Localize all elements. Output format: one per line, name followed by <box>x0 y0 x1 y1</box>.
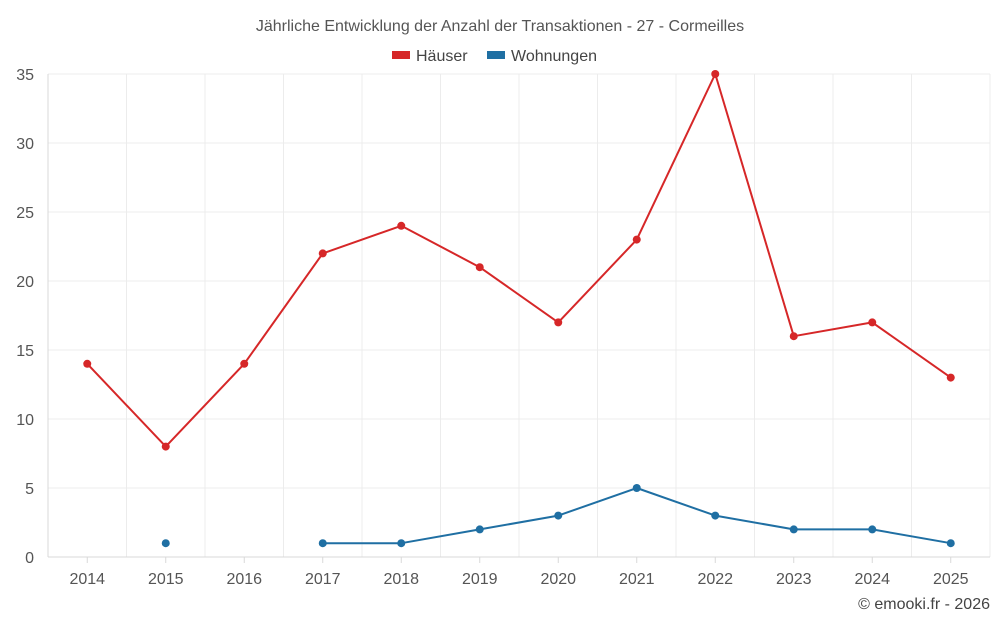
y-tick-label-25: 25 <box>16 205 34 222</box>
credit-text: © emooki.fr - 2026 <box>858 596 990 613</box>
x-tick-label-2024: 2024 <box>854 571 890 588</box>
x-tick-label-2017: 2017 <box>305 571 341 588</box>
x-tick-label-2022: 2022 <box>697 571 733 588</box>
point-haeuser-2016[interactable] <box>240 359 249 368</box>
x-tick-label-2023: 2023 <box>776 571 812 588</box>
chart-title: Jährliche Entwicklung der Anzahl der Tra… <box>256 18 744 35</box>
y-tick-label-5: 5 <box>25 481 34 498</box>
point-haeuser-2023[interactable] <box>789 332 798 341</box>
point-haeuser-2025[interactable] <box>946 373 955 382</box>
series-layer <box>83 70 955 548</box>
x-tick-label-2015: 2015 <box>148 571 184 588</box>
y-tick-label-20: 20 <box>16 274 34 291</box>
y-tick-label-15: 15 <box>16 343 34 360</box>
series-line-wohnungen-1 <box>322 487 951 545</box>
point-haeuser-2015[interactable] <box>161 442 170 451</box>
point-wohnungen-2020[interactable] <box>554 511 563 520</box>
point-wohnungen-2018[interactable] <box>397 539 406 548</box>
y-tick-label-10: 10 <box>16 412 34 429</box>
y-tick-label-35: 35 <box>16 67 34 84</box>
legend-swatch-wohnungen <box>487 51 505 59</box>
point-wohnungen-2024[interactable] <box>868 525 877 534</box>
x-axis: 2014 2015 2016 2017 2018 2019 2020 2021 2022 2023… <box>48 556 990 588</box>
legend-swatch-haeuser <box>392 51 410 59</box>
point-wohnungen-2015[interactable] <box>161 539 170 548</box>
x-tick-label-2016: 2016 <box>226 571 262 588</box>
x-tick-label-2020: 2020 <box>540 571 576 588</box>
x-tick-label-2025: 2025 <box>933 571 969 588</box>
point-wohnungen-2023[interactable] <box>789 525 798 534</box>
point-haeuser-2019[interactable] <box>475 263 484 272</box>
point-wohnungen-2025[interactable] <box>946 539 955 548</box>
point-haeuser-2017[interactable] <box>318 249 327 258</box>
point-wohnungen-2019[interactable] <box>475 525 484 534</box>
point-wohnungen-2021[interactable] <box>632 484 641 492</box>
legend-label-haeuser[interactable]: Häuser <box>416 48 468 65</box>
x-tick-label-2014: 2014 <box>69 571 105 588</box>
legend-label-wohnungen[interactable]: Wohnungen <box>511 48 597 65</box>
x-tick-label-2018: 2018 <box>383 571 419 588</box>
point-haeuser-2014[interactable] <box>83 359 92 368</box>
y-tick-label-30: 30 <box>16 136 34 153</box>
point-haeuser-2021[interactable] <box>632 235 641 244</box>
point-haeuser-2018[interactable] <box>397 221 406 230</box>
point-haeuser-2022[interactable] <box>711 70 720 78</box>
series-line-haeuser-0 <box>86 73 952 448</box>
point-haeuser-2020[interactable] <box>554 318 563 327</box>
point-wohnungen-2017[interactable] <box>318 539 327 548</box>
point-haeuser-2024[interactable] <box>868 318 877 327</box>
x-tick-label-2019: 2019 <box>462 571 498 588</box>
point-wohnungen-2022[interactable] <box>711 511 720 520</box>
grid <box>47 73 991 557</box>
y-tick-label-0: 0 <box>25 550 34 567</box>
y-axis: 0 5 10 15 20 25 30 35 <box>16 67 49 567</box>
legend[interactable]: Häuser Wohnungen <box>392 48 597 65</box>
x-tick-label-2021: 2021 <box>619 571 655 588</box>
